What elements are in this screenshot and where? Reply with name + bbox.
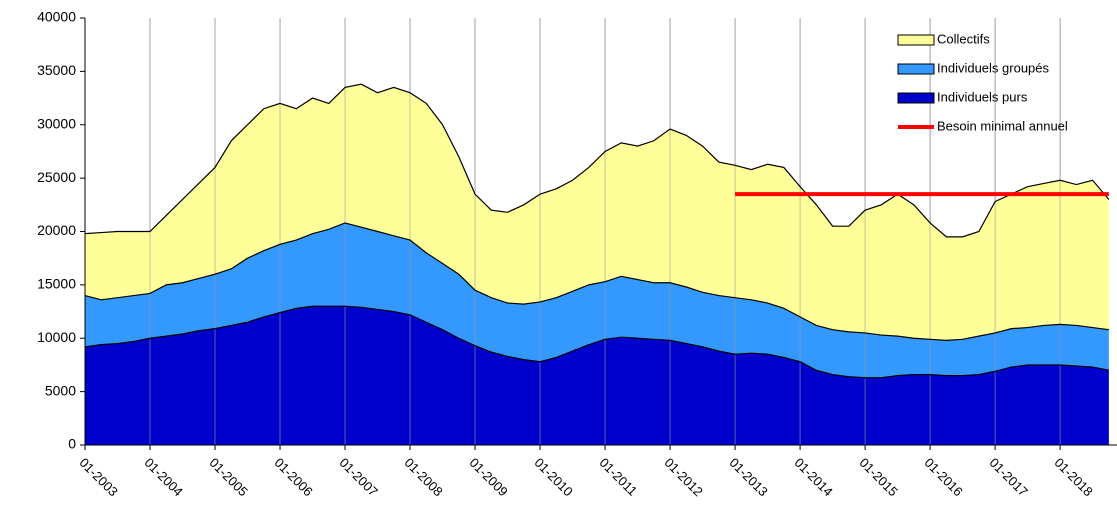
legend-label: Individuels purs — [937, 89, 1028, 104]
x-tick-label: 01-2011 — [597, 455, 641, 499]
x-tick-label: 01-2018 — [1052, 455, 1096, 499]
x-tick-label: 01-2015 — [857, 455, 901, 499]
area-outline — [84, 83, 1110, 238]
y-tick-label: 25000 — [37, 169, 76, 185]
area — [85, 84, 1109, 341]
outlines — [84, 83, 1110, 379]
x-tick-label: 01-2007 — [336, 455, 380, 499]
legend-label: Besoin minimal annuel — [937, 118, 1068, 133]
areas — [85, 84, 1109, 445]
y-tick-label: 10000 — [37, 329, 76, 345]
legend: Collectifs Individuels groupés Individuels… — [897, 31, 1068, 133]
area — [85, 222, 1109, 378]
y-tick-label: 15000 — [37, 276, 76, 292]
legend-swatch — [897, 34, 935, 46]
legend-label: Individuels groupés — [937, 60, 1050, 75]
x-tick-label: 01-2006 — [271, 455, 315, 499]
x-tick-label: 01-2009 — [466, 455, 510, 499]
y-tick-label: 30000 — [37, 115, 76, 131]
y-tick-label: 40000 — [37, 9, 76, 25]
legend-label: Collectifs — [937, 31, 990, 46]
y-tick-label: 35000 — [37, 62, 76, 78]
area-outline — [84, 222, 1109, 341]
x-tick-label: 01-2012 — [662, 455, 706, 499]
y-tick-label: 20000 — [37, 222, 76, 238]
area — [85, 306, 1109, 445]
legend-swatch — [897, 63, 935, 75]
x-tick-label: 01-2004 — [141, 455, 185, 499]
x-tick-label: 01-2014 — [792, 455, 836, 499]
legend-swatch — [897, 92, 935, 104]
x-tick-label: 01-2003 — [76, 455, 120, 499]
y-tick-label: 5000 — [45, 382, 76, 398]
x-tick-label: 01-2008 — [401, 455, 445, 499]
x-tick-label: 01-2013 — [727, 455, 771, 499]
x-tick-label: 01-2016 — [922, 455, 966, 499]
y-tick-label: 0 — [68, 436, 76, 452]
area-outline — [84, 305, 1109, 379]
x-tick-label: 01-2005 — [206, 455, 250, 499]
x-tick-label: 01-2010 — [532, 455, 576, 499]
x-tick-label: 01-2017 — [987, 455, 1031, 499]
